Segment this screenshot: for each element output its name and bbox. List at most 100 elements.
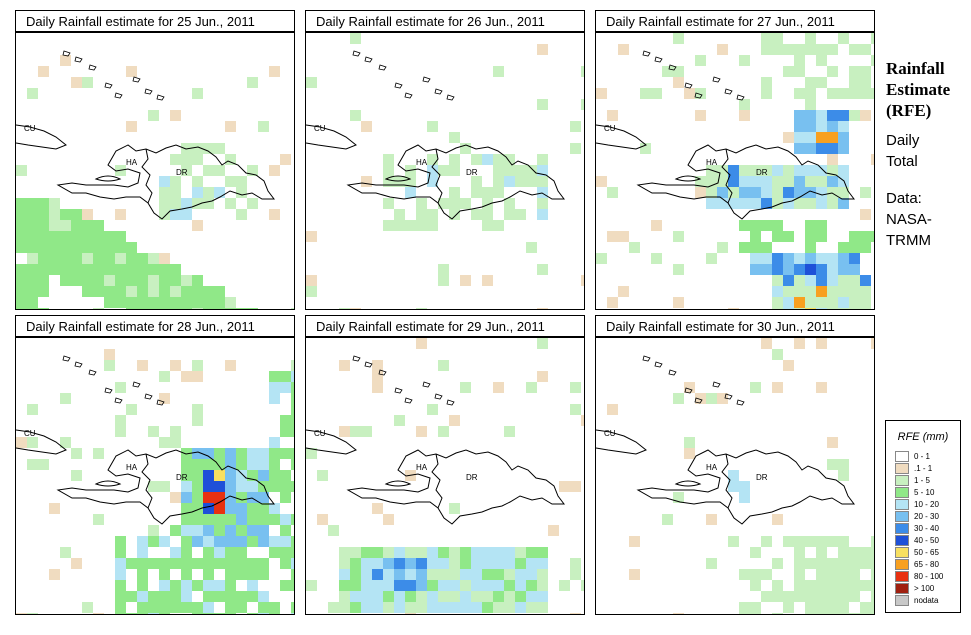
rainfall-cell bbox=[225, 503, 236, 514]
rainfall-cell bbox=[805, 613, 816, 614]
rainfall-cell bbox=[816, 382, 827, 393]
rainfall-cell bbox=[438, 591, 449, 602]
rainfall-cell bbox=[739, 110, 750, 121]
rainfall-cell bbox=[449, 415, 460, 426]
rainfall-cell bbox=[93, 514, 104, 525]
rainfall-cell bbox=[493, 547, 504, 558]
hispaniola-coastline bbox=[56, 144, 275, 220]
rainfall-cell bbox=[640, 88, 651, 99]
rainfall-cell bbox=[38, 198, 49, 209]
rainfall-cell bbox=[416, 220, 427, 231]
rainfall-cell bbox=[192, 613, 203, 614]
rainfall-cell bbox=[192, 415, 203, 426]
rainfall-cell bbox=[537, 338, 548, 349]
rainfall-cell bbox=[816, 558, 827, 569]
island-outline bbox=[404, 397, 413, 404]
rainfall-cell bbox=[328, 525, 339, 536]
rainfall-cell bbox=[515, 602, 526, 613]
rainfall-cell bbox=[27, 437, 38, 448]
rainfall-cell bbox=[673, 264, 684, 275]
island-outline bbox=[694, 397, 703, 404]
rainfall-cell bbox=[192, 470, 203, 481]
rainfall-cell bbox=[214, 613, 225, 614]
island-outline bbox=[422, 76, 431, 83]
legend-label: > 100 bbox=[914, 584, 935, 593]
rainfall-cell bbox=[361, 591, 372, 602]
rainfall-cell bbox=[181, 286, 192, 297]
rainfall-cell bbox=[526, 547, 537, 558]
rainfall-cell bbox=[471, 602, 482, 613]
rainfall-cell bbox=[838, 198, 849, 209]
rainfall-cell bbox=[126, 242, 137, 253]
rainfall-cell bbox=[225, 470, 236, 481]
rainfall-cell bbox=[104, 349, 115, 360]
rainfall-cell bbox=[148, 110, 159, 121]
rainfall-cell bbox=[258, 514, 269, 525]
rainfall-cell bbox=[137, 264, 148, 275]
rainfall-cell bbox=[104, 264, 115, 275]
rainfall-cell bbox=[269, 437, 280, 448]
rainfall-cell bbox=[849, 88, 860, 99]
rainfall-cell bbox=[306, 231, 317, 242]
rainfall-cell bbox=[471, 558, 482, 569]
legend-swatch bbox=[895, 535, 909, 546]
rainfall-cell bbox=[783, 165, 794, 176]
rainfall-cell bbox=[526, 569, 537, 580]
rainfall-cell bbox=[849, 286, 860, 297]
rainfall-cell bbox=[504, 209, 515, 220]
rainfall-cell bbox=[247, 492, 258, 503]
rainfall-cell bbox=[192, 275, 203, 286]
rainfall-cell bbox=[515, 580, 526, 591]
rainfall-cell bbox=[350, 547, 361, 558]
legend-label: 1 - 5 bbox=[914, 476, 931, 485]
rainfall-cell bbox=[27, 308, 38, 309]
rainfall-cell bbox=[60, 220, 71, 231]
country-label-cuba: CU bbox=[24, 429, 36, 438]
rainfall-cell bbox=[783, 264, 794, 275]
country-label-haiti: HA bbox=[706, 463, 718, 472]
rainfall-cell bbox=[471, 591, 482, 602]
rainfall-cell bbox=[772, 165, 783, 176]
rainfall-cell bbox=[794, 55, 805, 66]
country-label-cuba: CU bbox=[314, 429, 326, 438]
rainfall-cell bbox=[170, 591, 181, 602]
rainfall-cell bbox=[838, 275, 849, 286]
rainfall-cell bbox=[82, 242, 93, 253]
rainfall-cell bbox=[816, 110, 827, 121]
rainfall-cell bbox=[236, 209, 247, 220]
rainfall-cell bbox=[104, 297, 115, 308]
rainfall-cell bbox=[827, 602, 838, 613]
rainfall-cell bbox=[871, 547, 874, 558]
cuba-coastline bbox=[16, 429, 67, 455]
rainfall-cell bbox=[827, 558, 838, 569]
rainfall-cell bbox=[816, 198, 827, 209]
rainfall-cell bbox=[838, 569, 849, 580]
rainfall-cell bbox=[192, 176, 203, 187]
rainfall-cell bbox=[581, 275, 584, 286]
rainfall-cell bbox=[27, 459, 38, 470]
rainfall-cell bbox=[618, 44, 629, 55]
rainfall-cell bbox=[181, 459, 192, 470]
rainfall-cell bbox=[849, 275, 860, 286]
rainfall-cell bbox=[449, 209, 460, 220]
rainfall-cell bbox=[794, 88, 805, 99]
legend-title: RFE (mm) bbox=[897, 431, 949, 443]
rainfall-cell bbox=[339, 591, 350, 602]
rainfall-cell bbox=[203, 569, 214, 580]
legend-label: 80 - 100 bbox=[914, 572, 944, 581]
rainfall-cell bbox=[772, 514, 783, 525]
rainfall-cell bbox=[772, 231, 783, 242]
rainfall-cell bbox=[137, 558, 148, 569]
rainfall-cell bbox=[214, 525, 225, 536]
rainfall-cell bbox=[148, 536, 159, 547]
rainfall-cell bbox=[350, 110, 361, 121]
rainfall-cell bbox=[192, 536, 203, 547]
rainfall-cell bbox=[794, 286, 805, 297]
island-outline bbox=[62, 355, 71, 362]
island-outline bbox=[422, 381, 431, 388]
rainfall-cell bbox=[805, 77, 816, 88]
rainfall-cell bbox=[60, 55, 71, 66]
rainfall-cell bbox=[225, 514, 236, 525]
rainfall-cell bbox=[71, 558, 82, 569]
rainfall-cell bbox=[236, 591, 247, 602]
